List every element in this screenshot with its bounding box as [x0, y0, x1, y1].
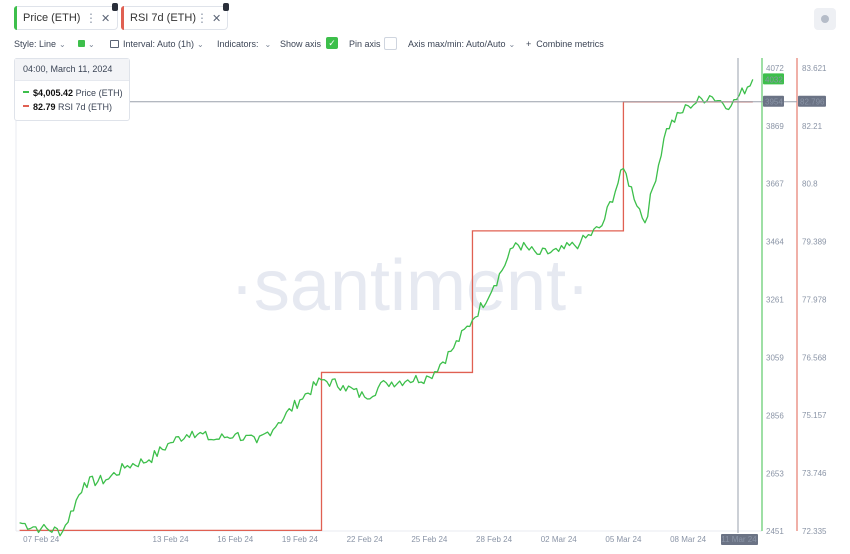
chevron-down-icon: ⌄ [197, 40, 204, 49]
rsi-axis-tick: 72.335 [802, 527, 827, 536]
x-axis-tick: 28 Feb 24 [476, 535, 513, 544]
price-axis-tick: 3667 [766, 180, 784, 189]
price-series-line [19, 79, 754, 537]
rsi-cursor-label: 82.796 [800, 98, 825, 107]
rsi-axis-tick: 83.621 [802, 64, 827, 73]
color-swatch-icon [78, 40, 85, 47]
close-icon[interactable]: ✕ [101, 12, 111, 25]
color-selector[interactable]: ⌄ [78, 38, 95, 51]
price-last-label: 4032 [765, 75, 783, 84]
price-axis-tick: 3261 [766, 296, 784, 305]
hover-tooltip: 04:00, March 11, 2024 $4,005.42 Price (E… [14, 58, 130, 121]
rsi-axis-tick: 80.8 [802, 180, 818, 189]
pin-axis-checkbox[interactable] [384, 37, 397, 50]
combine-metrics-button[interactable]: + Combine metrics [526, 38, 604, 50]
indicators-label: Indicators: [217, 39, 259, 49]
chevron-down-icon: ⌄ [88, 40, 95, 49]
style-selector[interactable]: Style: Line ⌄ [14, 38, 66, 51]
x-axis-tick: 08 Mar 24 [670, 535, 707, 544]
interval-label: Interval: Auto (1h) [123, 39, 195, 49]
calendar-icon [110, 40, 119, 48]
rsi-axis-tick: 75.157 [802, 411, 827, 420]
metric-tab-label: Price (ETH) [23, 12, 81, 24]
price-axis-tick: 2856 [766, 411, 784, 420]
chevron-down-icon: ⌄ [59, 40, 66, 49]
more-options-icon[interactable]: ⋮ [85, 11, 97, 25]
pin-axis-label: Pin axis [349, 39, 381, 49]
x-axis-tick: 22 Feb 24 [347, 535, 384, 544]
rsi-cursor-badge [798, 95, 826, 107]
price-axis-tick: 2451 [766, 527, 784, 536]
price-axis-tick: 4072 [766, 64, 784, 73]
x-axis-tick: 19 Feb 24 [282, 535, 319, 544]
chevron-down-icon: ⌄ [508, 40, 516, 49]
x-axis-tick: 13 Feb 24 [153, 535, 190, 544]
pin-icon[interactable] [112, 3, 118, 11]
tooltip-date: 04:00, March 11, 2024 [15, 59, 129, 81]
price-last-badge [763, 73, 784, 85]
metric-tab-label: RSI 7d (ETH) [130, 12, 197, 24]
rsi-axis-tick: 77.978 [802, 296, 827, 305]
metric-tab-price[interactable]: Price (ETH) ⋮ ✕ [14, 3, 118, 30]
show-axis-checkbox[interactable]: ✓ [326, 37, 338, 49]
legend-swatch-price [23, 91, 29, 93]
x-axis-tick: 16 Feb 24 [217, 535, 254, 544]
x-axis-tick: 25 Feb 24 [411, 535, 448, 544]
metric-color-bar [121, 6, 124, 30]
metric-tab-rsi[interactable]: RSI 7d (ETH) ⋮ ✕ [121, 3, 229, 30]
price-cursor-badge [763, 95, 784, 107]
indicators-selector[interactable]: Indicators: ⌄ [217, 38, 271, 51]
combine-metrics-label: Combine metrics [536, 39, 604, 49]
chevron-down-icon: ⌄ [264, 40, 272, 49]
tooltip-price-name: Price (ETH) [75, 88, 123, 98]
x-axis-tick: 07 Feb 24 [23, 535, 60, 544]
rsi-axis-tick: 79.389 [802, 238, 827, 247]
x-cursor-badge [721, 534, 758, 545]
price-axis-tick: 2653 [766, 469, 784, 478]
close-icon[interactable]: ✕ [212, 12, 222, 25]
legend-swatch-rsi [23, 105, 29, 107]
x-cursor-label: 11 Mar 24 [721, 535, 757, 544]
metric-color-bar [14, 6, 17, 30]
x-axis-tick: 05 Mar 24 [605, 535, 642, 544]
rsi-series-line [19, 101, 753, 532]
watermark: ·santiment· [230, 246, 590, 326]
axis-maxmin-selector[interactable]: Axis max/min: Auto/Auto ⌄ [408, 38, 515, 51]
rsi-axis-tick: 82.21 [802, 122, 823, 131]
tooltip-price-value: $4,005.42 [33, 88, 74, 98]
tooltip-row-price: $4,005.42 Price (ETH) [23, 88, 123, 98]
tooltip-rsi-value: 82.79 [33, 102, 56, 112]
price-axis-tick: 3464 [766, 238, 784, 247]
price-axis-tick: 3059 [766, 353, 784, 362]
tooltip-rsi-name: RSI 7d (ETH) [58, 102, 113, 112]
style-label: Style: Line [14, 39, 57, 49]
settings-button[interactable] [814, 8, 836, 30]
axis-maxmin-label: Axis max/min: Auto/Auto [408, 39, 506, 49]
show-axis-label: Show axis [280, 39, 322, 49]
pin-icon[interactable] [223, 3, 229, 11]
plus-icon: + [526, 39, 532, 49]
tooltip-row-rsi: 82.79 RSI 7d (ETH) [23, 102, 112, 112]
rsi-axis-tick: 76.568 [802, 353, 827, 362]
price-axis-tick: 3869 [766, 122, 784, 131]
price-cursor-label: 3954 [765, 98, 783, 107]
rsi-axis-tick: 73.746 [802, 469, 827, 478]
interval-selector[interactable]: Interval: Auto (1h) ⌄ [110, 38, 204, 51]
x-axis-tick: 02 Mar 24 [541, 535, 578, 544]
more-options-icon[interactable]: ⋮ [196, 11, 208, 25]
